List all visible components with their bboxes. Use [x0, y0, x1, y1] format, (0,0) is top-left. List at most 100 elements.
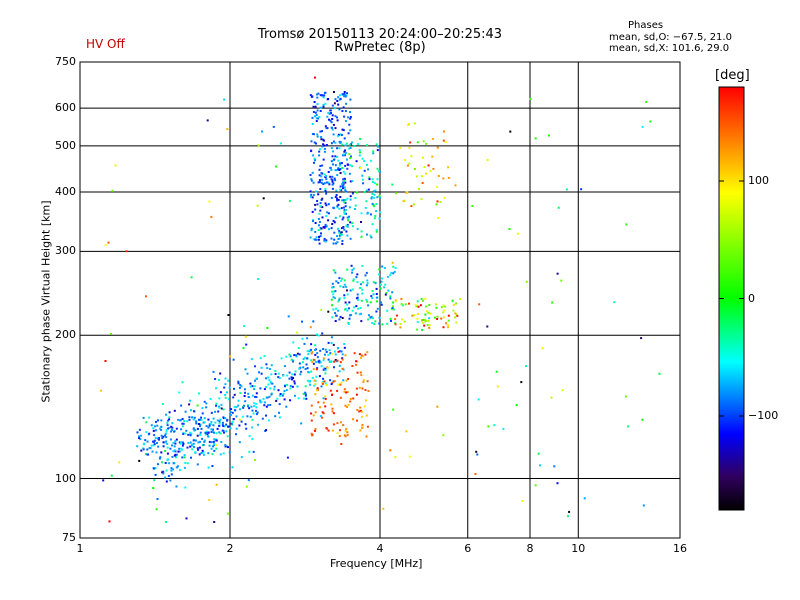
echo-point — [325, 192, 328, 195]
echo-point — [386, 309, 389, 312]
echo-point — [346, 431, 349, 434]
echo-point — [323, 380, 326, 383]
echo-point — [339, 162, 342, 165]
echo-point — [310, 404, 313, 407]
echo-point — [435, 303, 438, 306]
echo-point — [349, 157, 352, 160]
echo-point — [189, 445, 192, 448]
echo-point — [168, 426, 171, 429]
echo-point — [210, 447, 213, 450]
echo-point — [365, 435, 368, 438]
echo-point — [205, 430, 208, 433]
echo-point — [342, 206, 345, 209]
echo-point — [214, 378, 217, 380]
gridlines — [80, 62, 680, 538]
echo-point — [244, 423, 247, 426]
echo-point — [371, 193, 374, 195]
echo-point — [356, 143, 359, 146]
echo-point — [413, 168, 416, 170]
echo-point — [321, 382, 324, 385]
echo-point — [366, 233, 368, 236]
echo-point — [317, 92, 320, 95]
echo-point — [344, 198, 347, 201]
echo-point — [339, 285, 342, 288]
echo-point — [339, 196, 342, 198]
echo-point — [110, 474, 113, 477]
echo-point — [184, 432, 187, 435]
echo-point — [310, 178, 313, 181]
echo-point — [175, 466, 178, 469]
echo-point — [343, 91, 346, 93]
echo-point — [314, 411, 317, 414]
echo-point — [327, 429, 330, 432]
echo-point — [246, 415, 249, 418]
echo-point — [267, 383, 270, 386]
echo-point — [310, 193, 313, 196]
echo-point — [189, 434, 192, 437]
echo-point — [320, 136, 323, 138]
echo-point — [312, 181, 315, 184]
echo-point — [349, 289, 352, 292]
echo-point — [229, 411, 232, 413]
echo-point — [334, 271, 337, 274]
echo-point — [286, 456, 289, 459]
echo-point — [330, 169, 333, 171]
echo-point — [170, 467, 173, 470]
echo-point — [378, 170, 381, 173]
echo-point — [340, 350, 343, 353]
echo-point — [202, 451, 205, 454]
echo-point — [389, 449, 392, 452]
echo-point — [345, 230, 348, 233]
echo-point — [138, 435, 141, 438]
echo-point — [203, 400, 206, 403]
echo-point — [315, 375, 318, 378]
echo-point — [268, 368, 271, 370]
echo-point — [324, 240, 327, 243]
echo-point — [358, 149, 361, 151]
echo-point — [311, 123, 314, 125]
echo-point — [164, 450, 167, 452]
echo-point — [327, 353, 330, 356]
echo-point — [366, 425, 369, 428]
echo-point — [353, 352, 356, 355]
echo-point — [270, 373, 273, 376]
echo-point — [343, 179, 346, 182]
echo-point — [316, 133, 319, 136]
echo-point — [306, 357, 309, 360]
echo-point — [199, 425, 201, 428]
echo-point — [262, 197, 265, 200]
echo-point — [330, 383, 333, 386]
echo-point — [280, 357, 283, 360]
echo-point — [304, 368, 307, 370]
echo-point — [181, 422, 184, 425]
echo-point — [180, 441, 183, 444]
echo-point — [180, 447, 183, 450]
echo-point — [238, 386, 241, 389]
echo-point — [252, 450, 255, 453]
echo-point — [344, 188, 347, 191]
echo-point — [152, 467, 155, 470]
echo-point — [343, 228, 346, 231]
echo-point — [214, 410, 217, 413]
echo-point — [338, 231, 341, 234]
echo-point — [351, 165, 353, 168]
echo-point — [336, 116, 338, 119]
echo-point — [319, 188, 322, 190]
echo-point — [315, 142, 317, 145]
echo-point — [416, 321, 419, 324]
echo-point — [194, 429, 197, 431]
echo-point — [213, 449, 216, 452]
echo-point — [322, 183, 325, 186]
echo-point — [384, 283, 387, 286]
echo-point — [330, 403, 333, 406]
echo-point — [207, 431, 210, 434]
echo-point — [262, 397, 265, 400]
echo-point — [344, 429, 347, 432]
echo-point — [160, 434, 163, 437]
echo-point — [363, 160, 366, 163]
echo-point — [221, 429, 224, 432]
echo-point — [198, 453, 201, 456]
echo-point — [471, 205, 474, 207]
echo-point — [269, 380, 272, 383]
echo-point — [330, 112, 332, 114]
